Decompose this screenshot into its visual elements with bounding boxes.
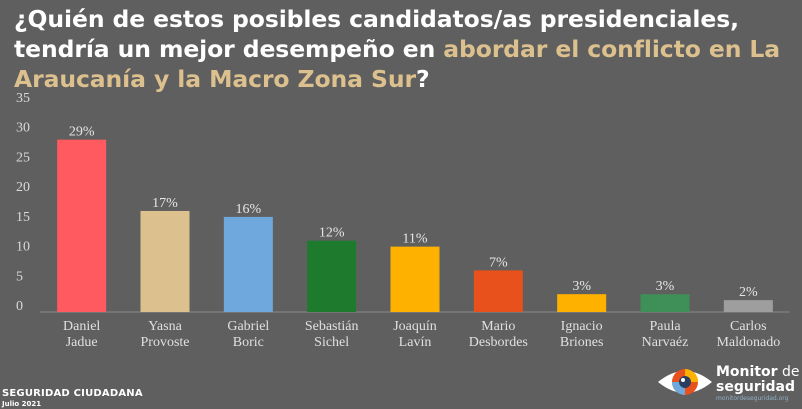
y-tick-label: 35 [16, 91, 30, 106]
bar-value-label: 11% [402, 232, 427, 247]
bar-value-label: 3% [572, 279, 591, 294]
footer-date: Julio 2021 [2, 400, 42, 408]
y-tick-label: 25 [16, 150, 30, 165]
bar-value-label: 3% [656, 279, 675, 294]
x-tick-label: Gabriel Boric [227, 319, 269, 350]
bar-value-label: 2% [739, 285, 758, 300]
bar [390, 246, 440, 312]
brand-name-line-2: seguridad [716, 379, 796, 395]
y-tick-label: 10 [16, 240, 30, 255]
eye-logo-icon [658, 369, 712, 395]
bar [307, 240, 357, 312]
y-tick-label: 5 [16, 269, 23, 284]
y-tick-label: 0 [16, 299, 23, 314]
title-question-mark: ? [415, 65, 430, 93]
x-tick-label: Mario Desbordes [469, 319, 528, 350]
x-tick-label: Sebastián Sichel [305, 319, 359, 350]
category-labels: Daniel Jadue Yasna Provoste Gabriel Boric Seba… [63, 319, 780, 350]
brand-name-bold: Monitor [716, 364, 778, 380]
x-tick-label: Ignacio Briones [560, 319, 604, 350]
brand-logo: Monitor de seguridad monitordeseguridad.… [656, 360, 802, 406]
bar [723, 300, 773, 312]
bar [223, 216, 273, 312]
bar [640, 294, 690, 312]
bar [57, 139, 107, 312]
brand-name-light: de [777, 364, 800, 380]
bar-value-label: 29% [69, 125, 95, 140]
x-tick-label: Yasna Provoste [141, 319, 190, 350]
chart-title: ¿Quién de estos posibles candidatos/as p… [14, 4, 794, 94]
title-highlight: abordar el conflicto en La Araucanía y l… [14, 35, 781, 93]
title-line-1: ¿Quién de estos posibles candidatos/as p… [14, 5, 739, 33]
bar-value-label: 16% [235, 202, 261, 217]
brand-url: monitordeseguridad.org [716, 395, 789, 402]
bar [140, 210, 190, 312]
y-axis: 0 5 10 15 20 25 30 35 [16, 91, 30, 314]
bar [557, 294, 607, 312]
y-tick-label: 15 [16, 210, 30, 225]
bars [57, 139, 773, 312]
y-tick-label: 30 [16, 121, 30, 136]
title-line-2-start: tendría un mejor desempeño en [14, 35, 444, 63]
bar-value-label: 17% [152, 196, 178, 211]
x-tick-label: Carlos Maldonado [716, 319, 780, 350]
bar-value-label: 12% [319, 226, 345, 241]
value-labels: 29% 17% 16% 12% 11% 7% 3% 3% 2% [69, 125, 758, 300]
x-tick-label: Joaquín Lavín [393, 319, 437, 350]
footer-org: SEGURIDAD CIUDADANA [2, 388, 143, 399]
brand-name-line-1: Monitor de [716, 364, 799, 380]
bar [473, 270, 523, 312]
x-tick-label: Paula Narvaéz [642, 319, 689, 350]
bar-value-label: 7% [489, 255, 508, 270]
y-tick-label: 20 [16, 180, 30, 195]
x-tick-label: Daniel Jadue [63, 319, 100, 350]
